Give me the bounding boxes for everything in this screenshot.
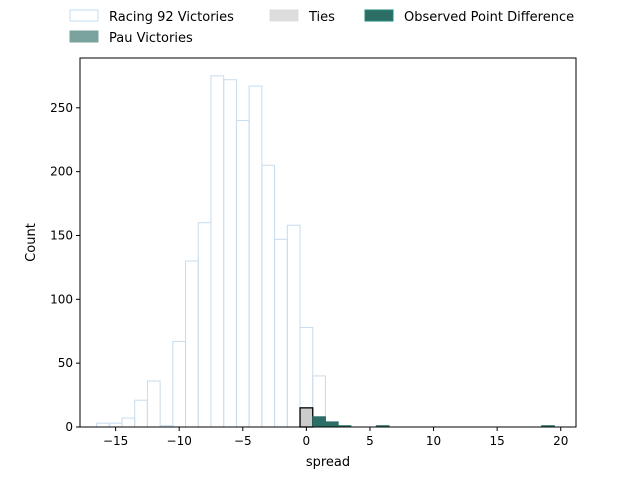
y-tick-label: 0 [65,420,73,434]
bar-racing-92-victories-11 [235,120,250,428]
bar-racing-92-victories-14 [274,238,288,428]
legend-label-0: Racing 92 Victories [109,10,234,25]
bar-racing-92-victories-9 [210,75,225,428]
y-tick-label: 250 [50,101,73,115]
bar-racing-92-victories-8 [197,222,212,428]
x-tick-label: 0 [303,434,311,448]
y-axis-label: Count [24,223,39,262]
x-tick-label: −15 [103,434,128,448]
x-tick-label: 5 [366,434,374,448]
bar-racing-92-victories-12 [248,85,263,428]
legend: Racing 92 Victories Ties Observed Point Di… [69,9,574,46]
bar-racing-92-victories-6 [172,340,187,428]
legend-label-1: Ties [308,10,335,25]
bar-racing-92-victories-1 [108,422,123,428]
x-axis-label: spread [306,455,350,470]
y-tick-label: 100 [50,292,73,306]
y-tick-label: 200 [50,165,73,179]
x-axis: −15 −10 −5 0 5 10 15 20 [103,427,568,448]
legend-swatch-0 [69,9,99,22]
x-tick-label: 15 [490,434,505,448]
x-tick-label: −5 [234,434,252,448]
legend-label-2: Observed Point Difference [404,10,574,25]
legend-label-3: Pau Victories [109,31,193,46]
bar-racing-92-victories-13 [261,164,276,428]
bar-ties-0 [299,407,314,428]
y-tick-label: 50 [58,356,73,370]
bar-racing-92-victories-0 [96,422,110,428]
plot-frame [79,57,577,428]
bar-pau-victories-1 [324,421,339,428]
bar-racing-92-victories-10 [223,79,237,428]
x-tick-label: −10 [167,434,192,448]
bar-racing-92-victories-3 [134,399,148,428]
y-axis: 0 50 100 150 200 250 [50,101,80,434]
bar-pau-victories-0 [312,416,326,428]
x-tick-label: 10 [426,434,441,448]
legend-swatch-2 [364,9,394,22]
bar-racing-92-victories-4 [146,380,161,428]
legend-swatch-1 [269,9,299,22]
bar-racing-92-victories-7 [185,260,199,428]
legend-swatch-3 [69,30,99,43]
bar-racing-92-victories-15 [286,224,301,428]
x-tick-label: 20 [553,434,568,448]
bar-racing-92-victories-2 [121,417,136,428]
y-tick-label: 150 [50,228,73,242]
